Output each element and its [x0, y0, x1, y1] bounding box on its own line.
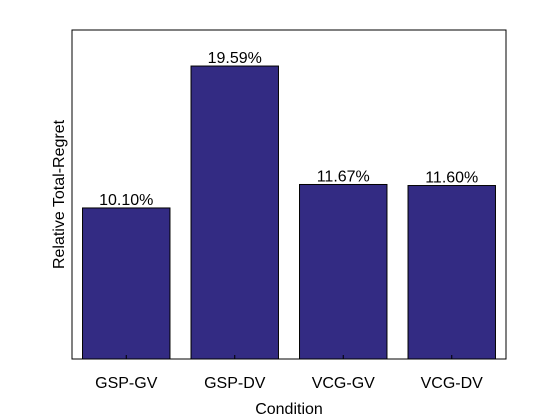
plot-area-box [71, 29, 507, 360]
x-tick-label-gsp-dv: GSP-DV [204, 375, 266, 392]
data-label-gsp-gv: 10.10% [99, 192, 153, 209]
x-tick-labels-layer: GSP-GV GSP-DV VCG-GV VCG-DV [95, 375, 483, 392]
x-tick-label-vcg-gv: VCG-GV [312, 375, 375, 392]
x-axis-label: Condition [255, 401, 323, 418]
bar-vcg-dv [407, 185, 496, 360]
bar-gsp-gv [82, 207, 171, 360]
data-label-vcg-dv: 11.60% [425, 170, 478, 187]
bar-gsp-dv [190, 65, 279, 360]
data-label-gsp-dv: 19.59% [208, 50, 262, 67]
x-tick-label-vcg-dv: VCG-DV [421, 375, 484, 392]
y-axis-label: Relative Total-Regret [51, 119, 68, 269]
bar-vcg-gv [299, 183, 388, 360]
x-tick-label-gsp-gv: GSP-GV [95, 375, 158, 392]
data-labels-layer: 10.10% 19.59% 11.67% 11.60% [99, 50, 478, 209]
data-label-vcg-gv: 11.67% [317, 168, 370, 185]
bars-layer [82, 65, 496, 360]
x-ticks-layer [125, 355, 453, 359]
